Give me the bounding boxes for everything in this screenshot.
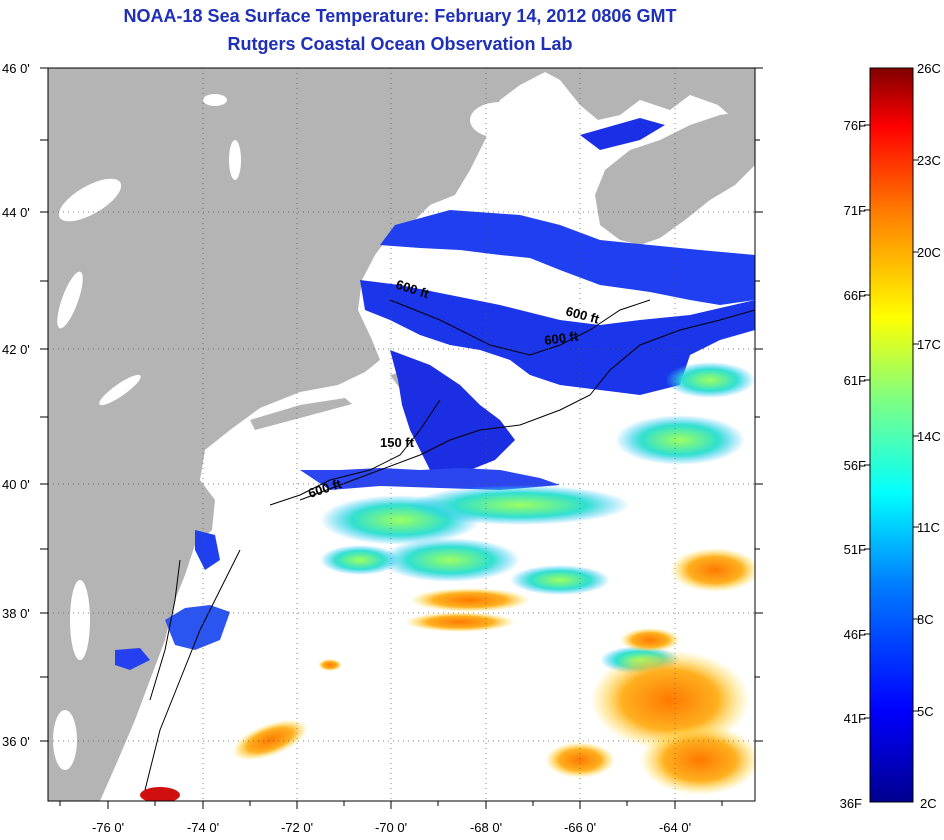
lakes-clouds xyxy=(53,94,580,770)
north-america-land xyxy=(48,68,755,801)
lat-tick-label: 46 0' xyxy=(2,61,30,76)
lon-tick-label: -72 0' xyxy=(281,820,313,835)
grid-lines xyxy=(48,68,755,801)
colorbar-fahrenheit-label: 71F xyxy=(844,203,866,218)
lon-tick-label: -74 0' xyxy=(187,820,219,835)
colorbar-celsius-label: 11C xyxy=(917,520,940,535)
colorbar-fahrenheit-label: 41F xyxy=(844,711,866,726)
colorbar xyxy=(869,67,914,803)
chart-title: NOAA-18 Sea Surface Temperature: Februar… xyxy=(123,6,677,26)
colorbar-celsius-label: 20C xyxy=(917,245,941,260)
lat-tick-label: 40 0' xyxy=(2,477,30,492)
lat-tick-label: 44 0' xyxy=(2,205,30,220)
colorbar-fahrenheit-label: 56F xyxy=(844,458,866,473)
colorbar-celsius-label: 23C xyxy=(917,153,941,168)
colorbar-celsius-label: 8C xyxy=(917,612,934,627)
colorbar-fahrenheit-label: 36F xyxy=(840,796,862,811)
cold-water xyxy=(115,118,755,670)
colorbar-ticks xyxy=(864,124,919,719)
colorbar-celsius-label: 14C xyxy=(917,429,941,444)
lat-tick-label: 36 0' xyxy=(2,734,30,749)
lon-tick-label: -70 0' xyxy=(375,820,407,835)
long-island-land xyxy=(250,398,352,430)
depth-label: 150 ft xyxy=(380,435,415,450)
colorbar-fahrenheit-label: 76F xyxy=(844,118,866,133)
colorbar-fahrenheit-label: 51F xyxy=(844,542,866,557)
colorbar-celsius-label: 2C xyxy=(920,796,937,811)
lat-axis xyxy=(40,67,763,742)
lon-axis xyxy=(59,801,723,809)
lon-tick-label: -66 0' xyxy=(564,820,596,835)
lat-tick-label: 42 0' xyxy=(2,342,30,357)
lon-tick-label: -76 0' xyxy=(92,820,124,835)
depth-label: 600 ft xyxy=(543,328,579,348)
nova-scotia-land xyxy=(595,110,755,245)
map-frame xyxy=(47,67,756,802)
colorbar-celsius-label: 26C xyxy=(917,61,941,76)
lat-tick-label: 38 0' xyxy=(2,606,30,621)
colorbar-celsius-label: 5C xyxy=(917,704,934,719)
bathymetry-contours xyxy=(144,299,755,791)
gulf-stream-warm xyxy=(140,548,755,801)
slope-water xyxy=(320,362,755,674)
chart-subtitle: Rutgers Coastal Ocean Observation Lab xyxy=(227,34,573,54)
lon-tick-label: -68 0' xyxy=(470,820,502,835)
colorbar-fahrenheit-label: 61F xyxy=(844,373,866,388)
lon-tick-label: -64 0' xyxy=(659,820,691,835)
colorbar-fahrenheit-label: 46F xyxy=(844,627,866,642)
colorbar-fahrenheit-label: 66F xyxy=(844,288,866,303)
colorbar-celsius-label: 17C xyxy=(917,337,941,352)
